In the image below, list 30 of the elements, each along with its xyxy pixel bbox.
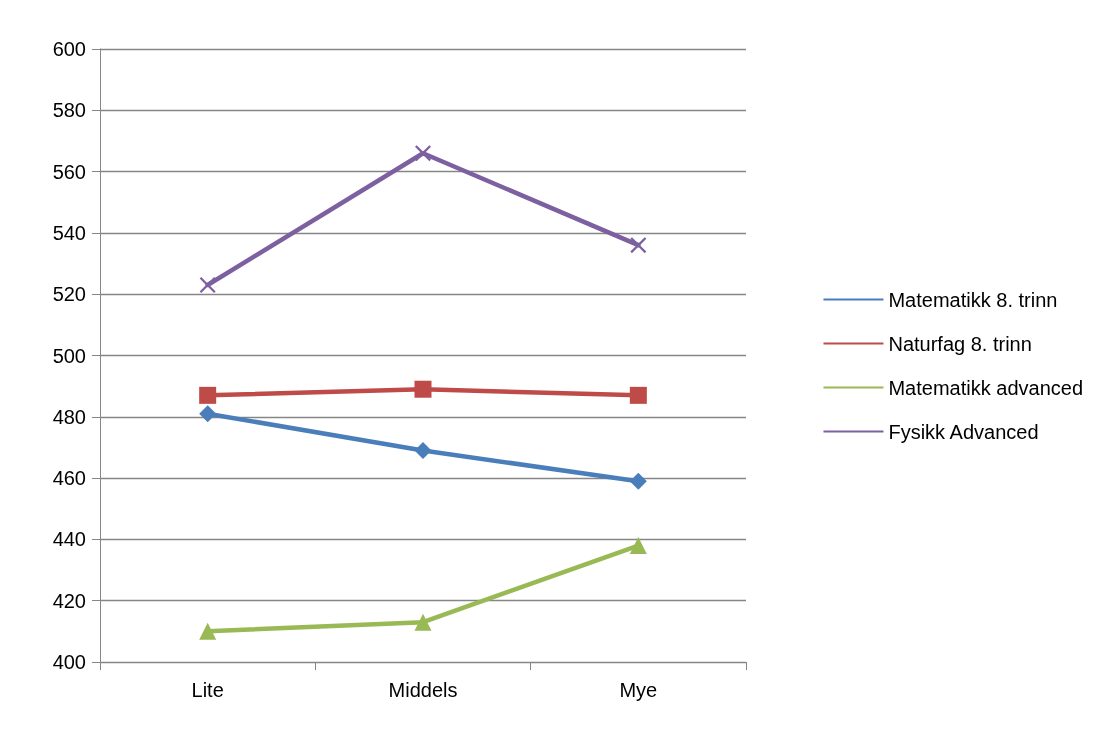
point [630, 237, 647, 254]
y-tick-label: 500 [52, 344, 86, 367]
point [414, 442, 432, 460]
point [415, 145, 431, 162]
legend-label: Matematikk advanced [888, 376, 1084, 399]
y-tick-label: 420 [52, 589, 86, 612]
x-tick-label: Lite [191, 679, 224, 701]
point [414, 380, 432, 398]
point [629, 472, 647, 490]
point [629, 537, 647, 555]
y-tick-label: 560 [52, 160, 86, 183]
point [199, 277, 216, 294]
point [199, 622, 217, 640]
x-tick-label: Mye [619, 679, 658, 701]
y-tick-label: 540 [52, 221, 86, 244]
x-tick-label: Middels [388, 679, 458, 701]
legend-label: Naturfag 8. trinn [888, 332, 1032, 355]
point [629, 386, 647, 404]
y-tick-label: 580 [52, 99, 86, 122]
y-tick-label: 480 [52, 405, 86, 428]
point [414, 613, 432, 631]
legend-label: Fysikk Advanced [888, 420, 1039, 443]
y-tick-label: 600 [52, 38, 86, 60]
point [199, 405, 217, 423]
legend-label: Matematikk 8. trinn [888, 288, 1058, 311]
y-tick-label: 520 [52, 283, 86, 306]
point [199, 386, 217, 404]
y-tick-label: 400 [52, 651, 86, 673]
y-tick-label: 440 [52, 528, 86, 551]
y-tick-label: 460 [52, 467, 86, 490]
